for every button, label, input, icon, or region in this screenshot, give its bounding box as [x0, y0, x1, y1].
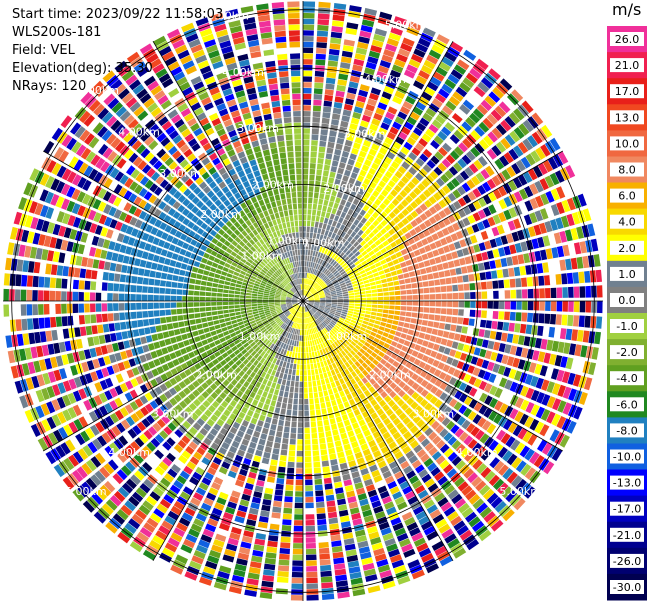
colorbar-tick-label: -30.0 [613, 581, 641, 594]
ring-label-1-3: 1.00km [303, 237, 345, 250]
ring-label-1-5: 1.00km [239, 330, 281, 343]
colorbar-tick-label: -21.0 [613, 529, 641, 542]
colorbar-tick-label: 17.0 [615, 85, 640, 98]
colorbar-label-bg [610, 240, 644, 255]
colorbar-label-bg [610, 293, 644, 307]
ring-label-3-3: 3.00km [344, 127, 386, 140]
ring-label-2-5: 2.00km [195, 369, 237, 382]
colorbar-tick-label: 1.0 [618, 268, 636, 281]
colorbar-tick-label: 2.0 [618, 242, 636, 255]
field-name: Field: VEL [12, 43, 75, 58]
ring-label-4-2: 4.00km [222, 66, 264, 79]
colorbar-label-bg [610, 527, 644, 542]
colorbar-label-bg [610, 475, 644, 490]
colorbar-tick-label: 10.0 [615, 137, 640, 150]
colorbar-tick-label: -2.0 [616, 346, 637, 359]
colorbar-tick-label: -26.0 [613, 555, 641, 568]
ring-label-5-1: 5.00km [77, 84, 119, 97]
colorbar-tick-label: 13.0 [615, 111, 640, 124]
colorbar-label-bg [610, 553, 644, 568]
colorbar-tick-label: 26.0 [615, 33, 640, 46]
colorbar-label-bg [610, 397, 644, 412]
ring-label-1-1: 1.00km [241, 250, 283, 263]
colorbar-tick-label: 0.0 [618, 294, 636, 307]
colorbar-label-bg [610, 32, 644, 46]
ring-label-4-1: 4.00km [118, 125, 160, 138]
colorbar-label-bg [610, 266, 644, 281]
start-time: Start time: 2023/09/22 11:58:03 [12, 7, 224, 22]
ring-label-3-2: 3.00km [237, 122, 279, 135]
colorbar-tick-label: -10.0 [613, 451, 641, 464]
velocity-gates [16, 24, 591, 583]
velocity-gates [22, 1, 603, 595]
colorbar-tick-label: -1.0 [616, 320, 637, 333]
colorbar-tick-label: -8.0 [616, 424, 637, 437]
colorbar-tick-label: -4.0 [616, 372, 637, 385]
instrument-name: WLS200s-181 [12, 25, 102, 40]
ring-label-5-5: 5.00km [65, 485, 107, 498]
ring-label-2-2: 2.00km [252, 178, 294, 191]
colorbar-label-bg [610, 162, 644, 177]
colorbar-tick-label: -17.0 [613, 503, 641, 516]
ring-label-1-2: 1.00km [267, 235, 309, 248]
elevation: Elevation(deg): 35.30 [12, 61, 153, 76]
nrays: NRays: 120 [12, 79, 87, 94]
colorbar-tick-label: 21.0 [615, 59, 640, 72]
colorbar-label-bg [610, 449, 644, 464]
ring-label-3-4: 3.00km [413, 407, 455, 420]
colorbar-tick-label: 8.0 [618, 164, 636, 177]
colorbar-label-bg [610, 188, 644, 203]
colorbar-tick-label: -6.0 [616, 398, 637, 411]
ring-label-4-5: 4.00km [108, 446, 150, 459]
colorbar-label-bg [610, 371, 644, 386]
colorbar-label-bg [610, 214, 644, 229]
ring-label-5-4: 5.00km [499, 485, 541, 498]
colorbar-tick-label: -13.0 [613, 477, 641, 490]
colorbar-label-bg [610, 580, 644, 594]
velocity-gates [12, 7, 597, 590]
ring-label-5-2: 5.00km [207, 10, 249, 23]
colorbar-tick-label: 6.0 [618, 190, 636, 203]
ring-label-3-1: 3.00km [159, 167, 201, 180]
ring-label-1-4: 1.00km [326, 330, 368, 343]
spoke-6 [152, 40, 454, 562]
colorbar-label-bg [610, 501, 644, 516]
ring-label-3-5: 3.00km [152, 407, 194, 420]
ring-label-5-3: 5.00km [385, 18, 427, 31]
colorbar-label-bg [610, 136, 644, 151]
ring-label-4-4: 4.00km [456, 446, 498, 459]
colorbar-label-bg [610, 345, 644, 360]
colorbar-label-bg [610, 58, 644, 73]
ring-label-4-3: 4.00km [364, 73, 406, 86]
colorbar-label-bg [610, 423, 644, 438]
colorbar-label-bg [610, 84, 644, 99]
colorbar-tick-label: 4.0 [618, 216, 636, 229]
colorbar-unit: m/s [612, 0, 642, 19]
ring-label-2-4: 2.00km [369, 369, 411, 382]
colorbar-label-bg [610, 110, 644, 125]
ring-label-2-3: 2.00km [323, 182, 365, 195]
colorbar-label-bg [610, 319, 644, 333]
ring-label-2-1: 2.00km [200, 208, 242, 221]
